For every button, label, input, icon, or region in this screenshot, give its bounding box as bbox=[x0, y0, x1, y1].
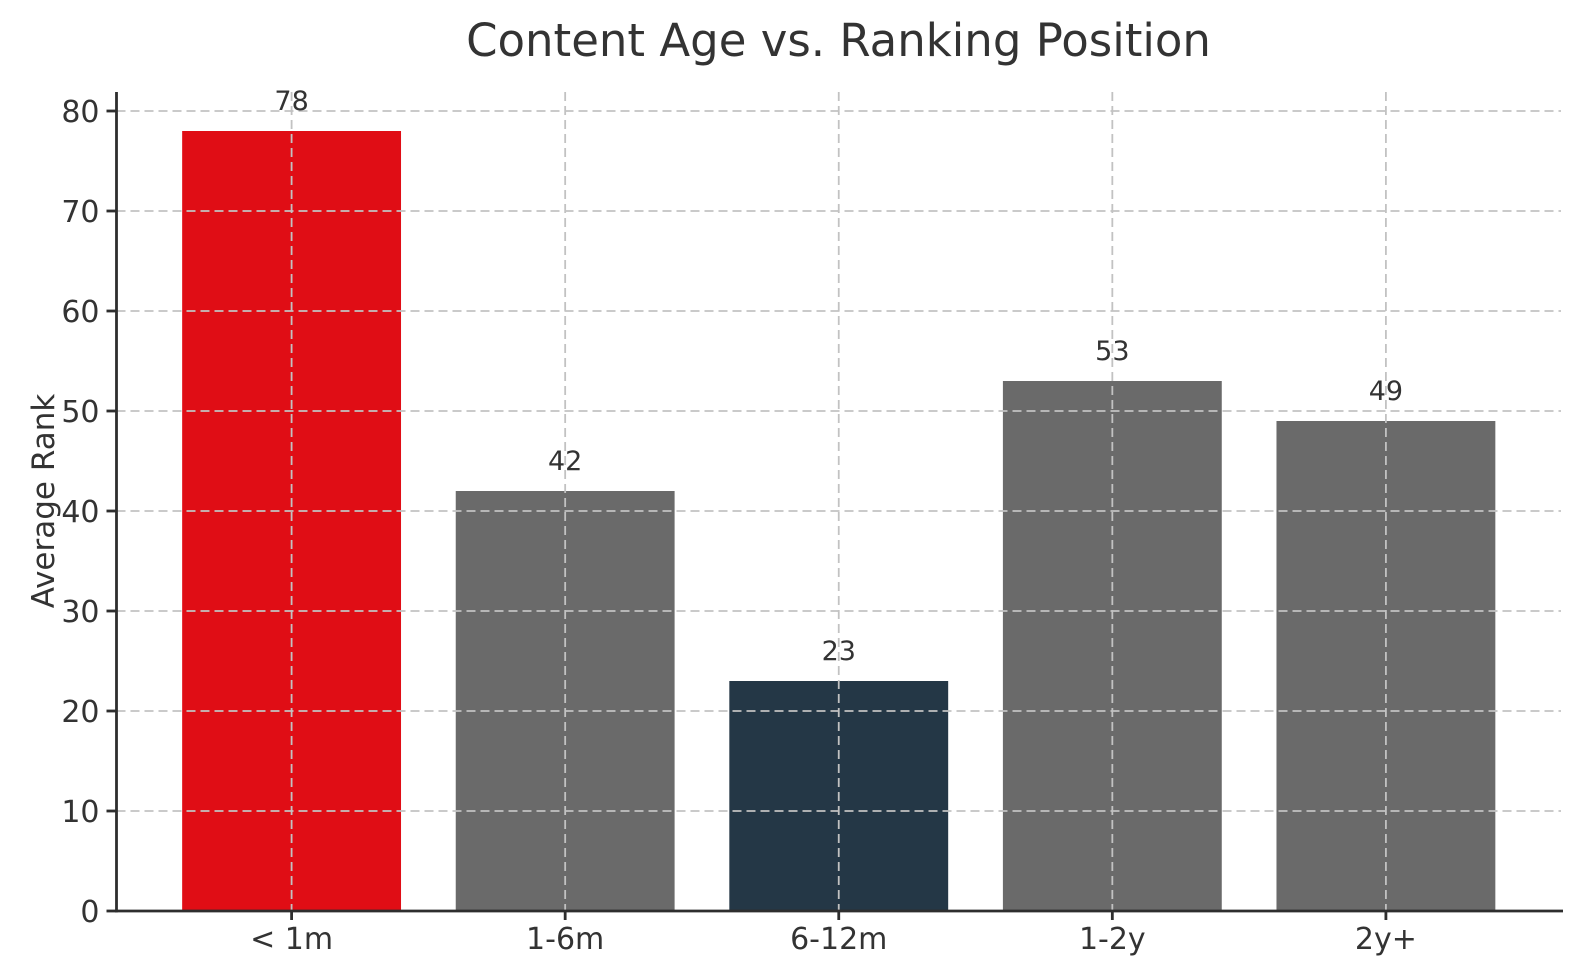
bar-value-label-3: 53 bbox=[1095, 336, 1129, 367]
bar-value-label-2: 23 bbox=[822, 636, 856, 667]
y-tick-label-40: 40 bbox=[61, 495, 99, 530]
bar-value-label-1: 42 bbox=[548, 446, 582, 477]
y-tick-label-80: 80 bbox=[61, 95, 99, 130]
x-tick-label-1: 1-6m bbox=[526, 922, 604, 957]
bar-value-label-4: 49 bbox=[1369, 376, 1403, 407]
x-tick-label-3: 1-2y bbox=[1079, 922, 1146, 957]
y-tick-label-70: 70 bbox=[61, 195, 99, 230]
y-tick-label-60: 60 bbox=[61, 295, 99, 330]
chart-title: Content Age vs. Ranking Position bbox=[466, 14, 1211, 67]
y-tick-label-30: 30 bbox=[61, 595, 99, 630]
bar-value-label-0: 78 bbox=[274, 86, 308, 117]
y-tick-label-50: 50 bbox=[61, 395, 99, 430]
y-tick-label-10: 10 bbox=[61, 795, 99, 830]
x-tick-label-4: 2y+ bbox=[1355, 922, 1417, 957]
y-tick-label-0: 0 bbox=[80, 895, 99, 930]
x-tick-label-0: < 1m bbox=[250, 922, 333, 957]
y-tick-label-20: 20 bbox=[61, 695, 99, 730]
x-tick-label-2: 6-12m bbox=[790, 922, 887, 957]
